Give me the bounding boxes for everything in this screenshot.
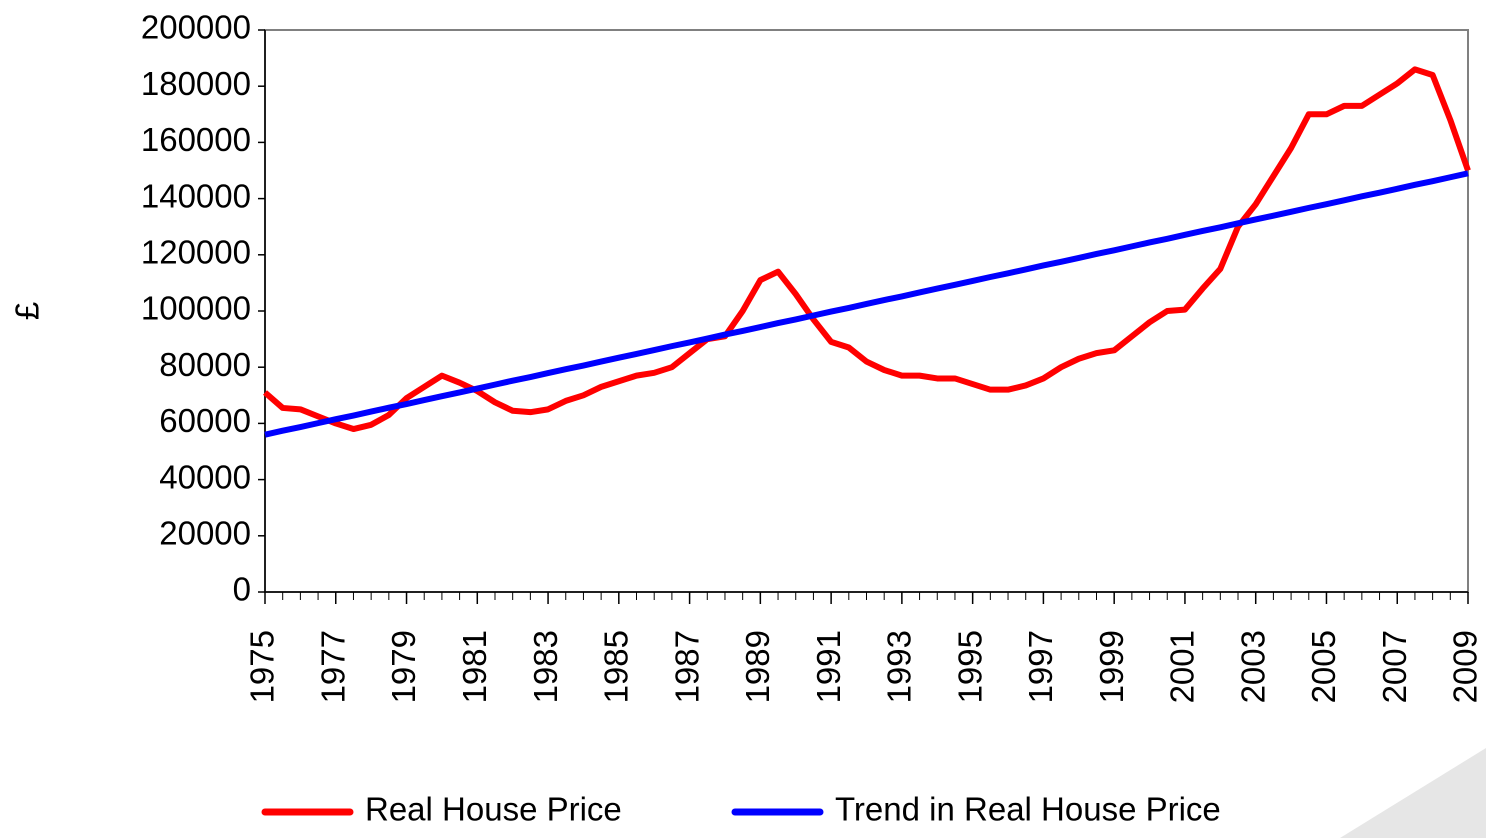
x-tick-label: 2003 — [1234, 630, 1271, 703]
x-tick-label: 2005 — [1305, 630, 1342, 703]
x-tick-label: 1977 — [314, 630, 351, 703]
x-tick-label: 1991 — [810, 630, 847, 703]
x-tick-label: 1997 — [1022, 630, 1059, 703]
x-tick-label: 1983 — [527, 630, 564, 703]
x-tick-label: 1979 — [385, 630, 422, 703]
y-tick-label: 60000 — [159, 402, 251, 439]
x-tick-label: 2007 — [1376, 630, 1413, 703]
plot-area — [264, 29, 1469, 593]
legend-label: Real House Price — [365, 791, 622, 828]
y-tick-label: 200000 — [141, 9, 251, 46]
corner-decoration — [1340, 748, 1486, 838]
y-tick-label: 20000 — [159, 515, 251, 552]
y-tick-label: 100000 — [141, 290, 251, 327]
y-tick-label: 0 — [233, 571, 251, 608]
x-tick-label: 1995 — [951, 630, 988, 703]
x-tick-label: 1989 — [739, 630, 776, 703]
y-tick-label: 160000 — [141, 121, 251, 158]
x-tick-label: 1985 — [598, 630, 635, 703]
y-tick-label: 140000 — [141, 177, 251, 214]
y-tick-label: 80000 — [159, 346, 251, 383]
y-axis-label: £ — [9, 302, 46, 320]
x-tick-label: 2009 — [1447, 630, 1484, 703]
y-tick-label: 120000 — [141, 234, 251, 271]
x-tick-label: 1987 — [668, 630, 705, 703]
series-line — [264, 170, 1469, 438]
x-tick-label: 1993 — [881, 630, 918, 703]
y-tick-label: 180000 — [141, 65, 251, 102]
x-tick-label: 2001 — [1164, 630, 1201, 703]
series-line — [263, 66, 1471, 433]
x-tick-label: 1975 — [244, 630, 281, 703]
x-tick-label: 1999 — [1093, 630, 1130, 703]
y-tick-label: 40000 — [159, 458, 251, 495]
x-tick-label: 1981 — [456, 630, 493, 703]
legend-label: Trend in Real House Price — [835, 791, 1221, 828]
